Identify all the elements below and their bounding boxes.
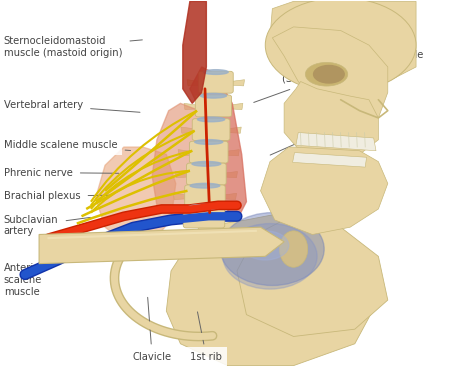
Ellipse shape (192, 161, 221, 166)
FancyBboxPatch shape (183, 206, 225, 228)
Polygon shape (222, 214, 236, 221)
Polygon shape (172, 214, 186, 221)
Polygon shape (152, 103, 209, 212)
Polygon shape (187, 80, 201, 86)
Ellipse shape (279, 231, 308, 267)
Polygon shape (261, 147, 388, 235)
Polygon shape (183, 1, 206, 103)
Ellipse shape (242, 231, 289, 260)
Polygon shape (173, 193, 188, 200)
Text: Subclavian
artery: Subclavian artery (4, 215, 91, 236)
Text: Sternocleidomastoid
muscle (mastoid origin): Sternocleidomastoid muscle (mastoid orig… (4, 36, 142, 58)
Polygon shape (227, 127, 241, 133)
Polygon shape (284, 81, 378, 161)
Polygon shape (223, 171, 237, 178)
FancyBboxPatch shape (192, 119, 230, 141)
Polygon shape (96, 147, 176, 242)
Polygon shape (237, 220, 388, 337)
Ellipse shape (265, 0, 416, 92)
Ellipse shape (203, 70, 228, 75)
Text: Brachial plexus: Brachial plexus (4, 191, 109, 201)
Ellipse shape (195, 139, 223, 144)
Polygon shape (273, 27, 388, 129)
Text: Sternocleidomastoid muscle
(Clavicular head)
(Sternal head): Sternocleidomastoid muscle (Clavicular h… (254, 50, 423, 102)
Ellipse shape (220, 212, 324, 286)
Ellipse shape (314, 65, 344, 83)
Text: Clavicle: Clavicle (133, 297, 172, 362)
Polygon shape (229, 103, 243, 110)
FancyBboxPatch shape (187, 163, 226, 185)
Text: Middle scalene muscle: Middle scalene muscle (4, 140, 130, 150)
Polygon shape (184, 103, 198, 110)
Polygon shape (178, 150, 192, 156)
Polygon shape (225, 150, 239, 156)
Ellipse shape (190, 184, 220, 188)
Text: Anterior
scalene
muscle: Anterior scalene muscle (4, 252, 72, 297)
Polygon shape (190, 67, 246, 220)
FancyBboxPatch shape (190, 141, 228, 163)
Ellipse shape (223, 224, 317, 289)
Ellipse shape (305, 62, 348, 86)
Text: Cupola of lung: Cupola of lung (270, 124, 366, 155)
Text: 1st rib: 1st rib (191, 312, 222, 362)
Text: Phrenic nerve: Phrenic nerve (4, 168, 119, 178)
Text: Vertebral artery: Vertebral artery (4, 100, 140, 112)
FancyBboxPatch shape (185, 185, 225, 207)
Polygon shape (222, 193, 237, 200)
Polygon shape (270, 1, 416, 89)
Ellipse shape (198, 117, 225, 122)
Ellipse shape (201, 93, 227, 98)
Polygon shape (181, 127, 195, 133)
Polygon shape (230, 80, 245, 86)
FancyBboxPatch shape (195, 95, 232, 117)
Polygon shape (296, 132, 376, 151)
Polygon shape (39, 227, 284, 264)
Polygon shape (175, 171, 190, 178)
Ellipse shape (189, 204, 219, 209)
Polygon shape (292, 153, 366, 167)
FancyBboxPatch shape (198, 71, 233, 93)
Polygon shape (166, 212, 378, 366)
